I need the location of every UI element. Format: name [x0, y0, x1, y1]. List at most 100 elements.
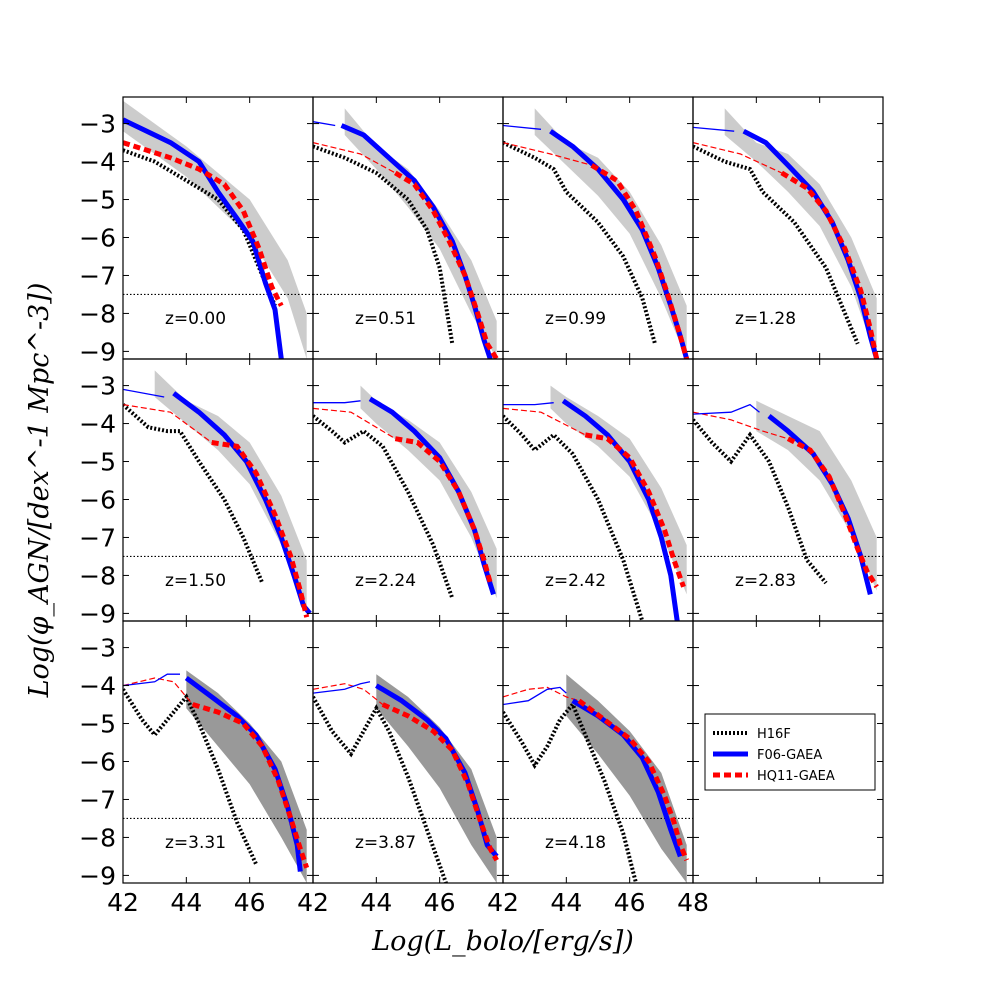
- y-tick-label: −9: [79, 599, 116, 628]
- uncertainty-band: [756, 400, 877, 591]
- x-tick-label: 42: [107, 888, 139, 917]
- panel-frame: [692, 620, 884, 884]
- series-f06-thin: [503, 686, 567, 706]
- panel-plot-area: [313, 108, 503, 359]
- panel-plot-area: [693, 108, 883, 359]
- series-h16f: [313, 144, 455, 345]
- series-hq11-thin: [123, 677, 194, 705]
- x-tick-label: 42: [487, 888, 519, 917]
- x-tick-label: 42: [297, 888, 329, 917]
- series-hq11-thin: [313, 142, 396, 174]
- series-f06-thin: [693, 403, 760, 415]
- series-h16f: [503, 700, 638, 883]
- x-tick-label: 46: [234, 888, 266, 917]
- panel-redshift-label: z=2.24: [355, 571, 416, 591]
- series-hq11-thick: [123, 140, 284, 307]
- panel-plot-area: [693, 400, 883, 596]
- series-f06-thick: [123, 117, 284, 359]
- y-tick-label: −5: [79, 186, 116, 215]
- panel-redshift-label: z=0.99: [545, 309, 606, 329]
- series-hq11-thin: [123, 404, 213, 443]
- panel-plot-area: [503, 385, 693, 621]
- series-f06-thin: [123, 388, 165, 398]
- legend-label-h16f: H16F: [757, 727, 791, 742]
- y-tick-label: −6: [79, 485, 116, 514]
- series-h16f: [313, 695, 448, 883]
- panel-plot-area: [123, 370, 313, 618]
- panel-4: z=1.28: [692, 96, 884, 360]
- series-h16f: [313, 414, 455, 599]
- series-h16f: [693, 144, 860, 345]
- series-hq11-thick: [590, 163, 690, 359]
- uncertainty-band: [344, 108, 497, 359]
- panel-redshift-label: z=3.87: [355, 833, 416, 853]
- x-tick-label: 46: [424, 888, 456, 917]
- x-tick-label: 44: [550, 888, 582, 917]
- panel-redshift-label: z=4.18: [545, 833, 606, 853]
- series-hq11-thick: [577, 698, 690, 862]
- panel-1: z=0.00: [122, 96, 314, 360]
- panel-plot-area: [313, 385, 503, 599]
- series-f06-thin: [693, 126, 735, 132]
- panel-plot-area: [313, 674, 503, 883]
- series-f06-thin: [313, 681, 371, 694]
- panel-redshift-label: z=1.28: [735, 309, 796, 329]
- series-f06-thin: [503, 124, 542, 130]
- panel-10: z=3.87: [312, 620, 504, 884]
- uncertainty-band: [724, 108, 877, 359]
- series-hq11-thin: [313, 683, 384, 705]
- y-tick-label: −7: [79, 785, 116, 814]
- series-f06-thin: [503, 402, 554, 406]
- x-tick-label: 44: [170, 888, 202, 917]
- panel-9: z=3.31: [122, 620, 314, 884]
- uncertainty-band: [534, 108, 687, 359]
- series-hq11-thick: [584, 432, 686, 588]
- panel-plot-area: [503, 108, 693, 359]
- panel-6: z=2.24: [312, 358, 504, 622]
- panel-2: z=0.51: [312, 96, 504, 360]
- panel-redshift-label: z=0.51: [355, 309, 416, 329]
- legend: H16F F06-GAEA HQ11-GAEA: [704, 713, 876, 791]
- y-tick-label: −3: [79, 634, 116, 663]
- series-f06-thin: [123, 673, 180, 687]
- series-h16f: [503, 414, 645, 621]
- y-axis-title: Log(φ_AGN/[dex^-1 Mpc^-3]): [24, 283, 55, 699]
- panel-redshift-label: z=0.00: [165, 309, 226, 329]
- panel-7: z=2.42: [502, 358, 694, 622]
- y-tick-label: −8: [79, 823, 116, 852]
- y-tick-label: −7: [79, 261, 116, 290]
- series-hq11-thick: [191, 702, 310, 869]
- uncertainty-band: [360, 385, 497, 599]
- y-tick-label: −4: [79, 410, 116, 439]
- panel-plot-area: [503, 674, 693, 883]
- panel-redshift-label: z=3.31: [165, 833, 226, 853]
- series-hq11-thick: [394, 436, 493, 584]
- series-hq11-thick: [786, 436, 879, 589]
- uncertainty-band: [550, 385, 687, 595]
- series-f06-thick: [561, 398, 680, 621]
- y-tick-label: −4: [79, 672, 116, 701]
- y-tick-label: −9: [79, 337, 116, 366]
- panel-3: z=0.99: [502, 96, 694, 360]
- labels-layer: −3 −4 −5 −6 −7 −8 −9 −3 −4 −5 −6 −7 −8 −9 −3 −4 −5 −6 −7 −8…: [79, 110, 709, 917]
- legend-label-f06: F06-GAEA: [757, 748, 822, 763]
- y-tick-label: −8: [79, 299, 116, 328]
- panel-12: [692, 620, 884, 884]
- series-hq11-thin: [503, 686, 580, 702]
- series-f06-thin: [313, 121, 336, 127]
- uncertainty-band: [376, 674, 497, 883]
- panel-11: z=4.18: [502, 620, 694, 884]
- x-tick-label: 48: [677, 888, 709, 917]
- y-tick-label: −5: [79, 448, 116, 477]
- series-h16f: [123, 688, 258, 865]
- panel-redshift-label: z=1.50: [165, 571, 226, 591]
- series-hq11-thick: [211, 440, 310, 618]
- panel-8: z=2.83: [692, 358, 884, 622]
- series-hq11-thick: [780, 170, 880, 359]
- series-hq11-thick: [381, 702, 499, 862]
- y-tick-label: −9: [79, 861, 116, 890]
- x-tick-label: 44: [360, 888, 392, 917]
- panel-5: z=1.50: [122, 358, 314, 622]
- uncertainty-band: [154, 370, 307, 614]
